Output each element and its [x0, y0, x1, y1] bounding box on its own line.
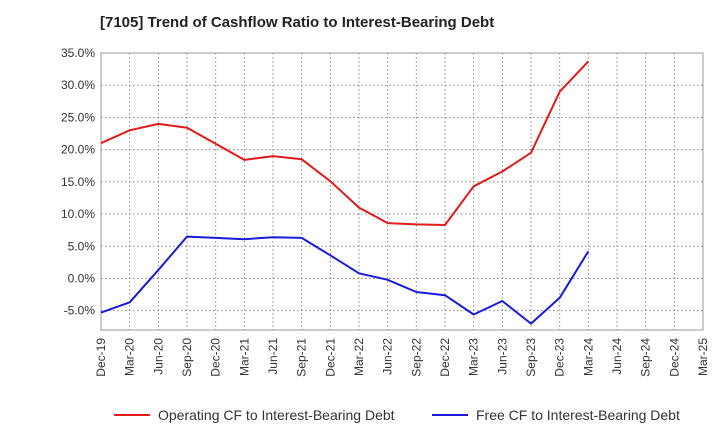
x-tick-label: Jun-21: [266, 338, 280, 375]
x-tick-label: Jun-20: [151, 338, 165, 375]
legend-item-free-cf: Free CF to Interest-Bearing Debt: [432, 404, 680, 426]
legend-swatch-operating-cf: [114, 414, 150, 416]
chart-title: [7105] Trend of Cashflow Ratio to Intere…: [100, 14, 495, 31]
x-tick-label: Sep-21: [295, 338, 309, 377]
legend-label-free-cf: Free CF to Interest-Bearing Debt: [476, 407, 680, 423]
x-tick-label: Mar-25: [696, 338, 710, 376]
y-tick-label: 0.0%: [68, 271, 96, 285]
plot-area: [101, 53, 703, 330]
x-tick-label: Mar-20: [123, 338, 137, 376]
y-tick-label: 25.0%: [61, 110, 95, 124]
legend: Operating CF to Interest-Bearing Debt Fr…: [0, 404, 720, 426]
x-tick-label: Dec-24: [667, 338, 681, 377]
x-tick-label: Mar-24: [581, 338, 595, 376]
legend-label-operating-cf: Operating CF to Interest-Bearing Debt: [158, 407, 395, 423]
x-tick-label: Jun-22: [381, 338, 395, 375]
series-line-1: [100, 235, 590, 325]
x-tick-label: Dec-23: [553, 338, 567, 377]
x-tick-label: Sep-24: [639, 338, 653, 377]
y-tick-label: -5.0%: [64, 304, 96, 318]
y-tick-label: 20.0%: [61, 143, 95, 157]
x-tick-label: Mar-22: [352, 338, 366, 376]
y-tick-label: 30.0%: [61, 78, 95, 92]
legend-item-operating-cf: Operating CF to Interest-Bearing Debt: [114, 404, 395, 426]
x-tick-label: Dec-20: [209, 338, 223, 377]
x-tick-label: Mar-23: [467, 338, 481, 376]
y-tick-label: 10.0%: [61, 207, 95, 221]
x-tick-label: Dec-22: [438, 338, 452, 377]
y-tick-label: 5.0%: [68, 239, 96, 253]
x-tick-label: Sep-20: [180, 338, 194, 377]
x-tick-label: Dec-21: [323, 338, 337, 377]
legend-swatch-free-cf: [432, 414, 468, 416]
x-tick-label: Jun-24: [610, 338, 624, 375]
plot-border: [100, 52, 704, 331]
x-tick-label: Jun-23: [495, 338, 509, 375]
y-tick-label: 15.0%: [61, 175, 95, 189]
x-tick-label: Dec-19: [94, 338, 108, 377]
series-line-0: [100, 60, 590, 226]
x-tick-label: Sep-23: [524, 338, 538, 377]
x-tick-label: Mar-21: [237, 338, 251, 376]
x-tick-label: Sep-22: [409, 338, 423, 377]
y-tick-label: 35.0%: [61, 46, 95, 60]
